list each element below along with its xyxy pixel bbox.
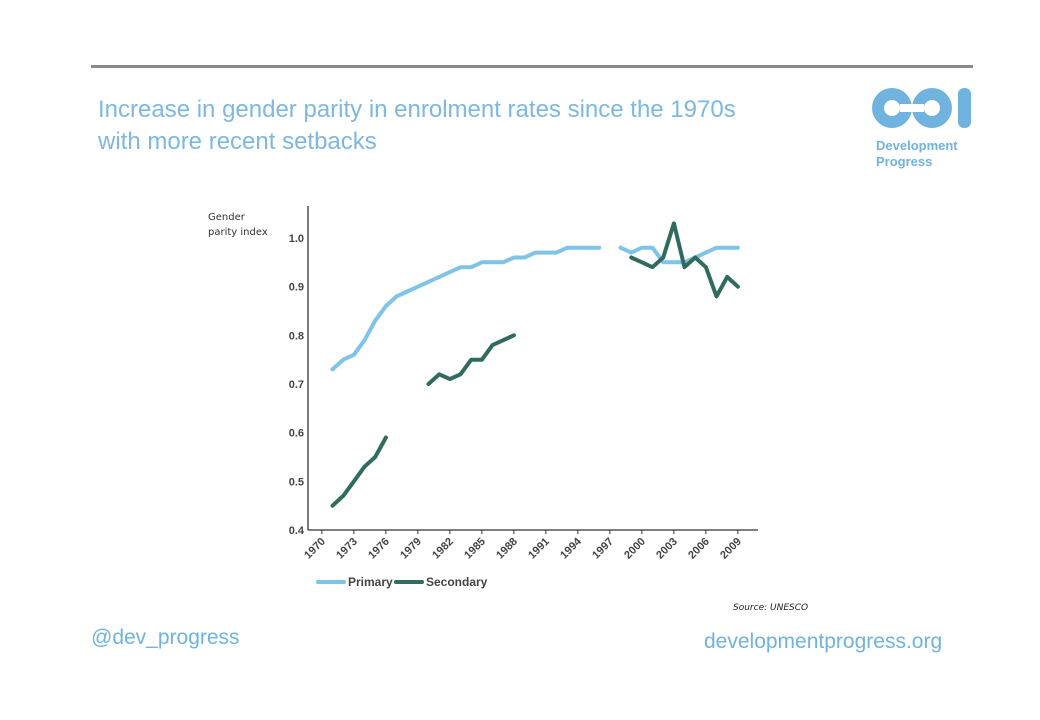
odi-logo [872,88,971,128]
top-divider [91,65,973,68]
x-tick-label: 1979 [398,536,424,562]
source-note: Source: UNESCO [733,603,809,613]
x-tick-label: 1970 [302,536,328,562]
y-tick-label: 0.7 [289,379,304,391]
logo-text-line-1: Development [876,138,958,153]
x-tick-label: 2009 [718,536,744,562]
x-tick-label: 2003 [654,536,680,562]
y-axis-label-line-1: Gender [208,212,245,223]
twitter-handle: @dev_progress [91,626,240,649]
x-tick-label: 1994 [558,535,584,561]
x-tick-label: 1982 [430,536,456,562]
x-tick-label: 1988 [494,536,520,562]
x-tick-label: 2000 [622,536,648,562]
x-tick-label: 1976 [366,536,392,562]
y-axis-label-line-2: parity index [208,227,268,238]
y-tick-label: 0.6 [289,428,304,440]
website-url: developmentprogress.org [704,630,943,653]
series-line-secondary [426,333,516,386]
y-tick-label: 1.0 [289,233,304,245]
x-tick-label: 1991 [526,536,552,562]
series-line-primary [330,245,602,372]
title-line-2: with more recent setbacks [98,128,377,155]
x-tick-label: 2006 [686,536,712,562]
slide-title: Increase in gender parity in enrolment r… [98,94,838,158]
x-tick-label: 1973 [334,536,360,562]
y-tick-label: 0.4 [289,525,305,537]
y-tick-label: 0.8 [289,330,304,342]
series-line-primary [618,245,740,265]
legend-label-primary: Primary [348,575,393,589]
title-line-1: Increase in gender parity in enrolment r… [98,96,736,123]
y-axis-label: Gender parity index [208,210,268,240]
y-tick-label: 0.9 [289,282,304,294]
series-line-secondary [330,435,388,508]
x-tick-label: 1997 [590,536,616,562]
x-tick-label: 1985 [462,536,488,562]
logo-text-line-2: Progress [876,154,933,169]
legend-label-secondary: Secondary [426,575,488,589]
series-line-secondary [629,221,740,299]
logo-text: Development Progress [876,138,958,170]
y-tick-label: 0.5 [289,476,304,488]
